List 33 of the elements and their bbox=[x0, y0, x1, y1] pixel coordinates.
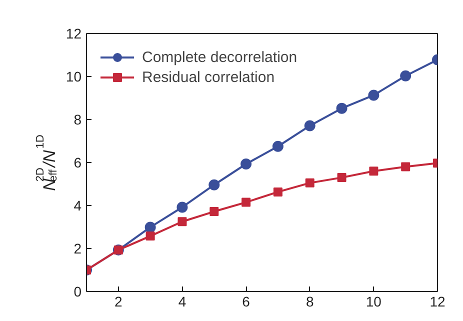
point bbox=[336, 102, 348, 114]
legend-label: Residual correlation bbox=[142, 68, 275, 86]
x-tick-label: 12 bbox=[430, 294, 446, 310]
y-tick-label: 2 bbox=[74, 240, 82, 256]
point bbox=[369, 166, 378, 176]
point bbox=[400, 70, 412, 82]
y-tick-label: 12 bbox=[66, 26, 82, 42]
point bbox=[242, 198, 251, 207]
point bbox=[210, 207, 219, 216]
x-tick-label: 8 bbox=[306, 294, 314, 310]
legend-label: Complete decorrelation bbox=[142, 48, 298, 66]
x-tick-label: 4 bbox=[178, 294, 186, 310]
y-tick-label: 8 bbox=[74, 112, 82, 128]
point bbox=[305, 178, 314, 188]
point bbox=[337, 173, 346, 182]
y-tick-label: 0 bbox=[74, 284, 82, 300]
point bbox=[240, 158, 252, 170]
point bbox=[273, 187, 282, 196]
point bbox=[272, 140, 284, 152]
point bbox=[144, 222, 156, 233]
x-tick-label: 10 bbox=[366, 294, 382, 310]
y-tick-label: 4 bbox=[74, 198, 82, 214]
x-tick-label: 6 bbox=[242, 294, 250, 310]
point bbox=[368, 90, 380, 101]
point bbox=[304, 120, 316, 132]
y-tick-label: 6 bbox=[74, 154, 82, 170]
point bbox=[176, 202, 188, 213]
y-tick-label: 10 bbox=[66, 68, 82, 84]
point bbox=[146, 232, 155, 241]
x-tick-label: 2 bbox=[114, 294, 123, 310]
point bbox=[208, 179, 220, 190]
point bbox=[401, 162, 410, 172]
point bbox=[178, 217, 187, 226]
